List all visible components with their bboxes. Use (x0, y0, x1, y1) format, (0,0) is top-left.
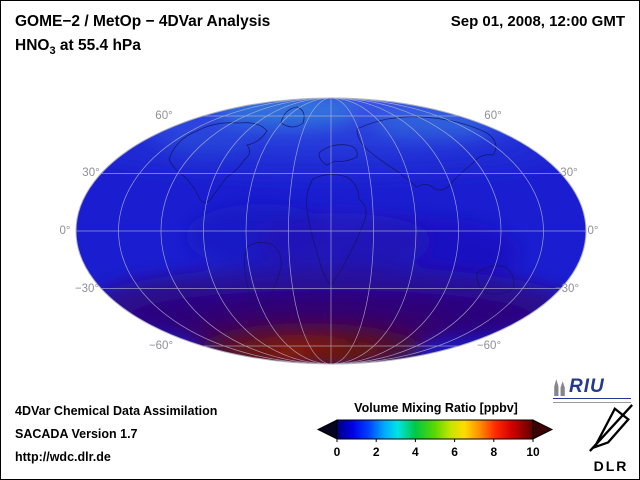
coastlines (168, 106, 515, 310)
coast-asia (356, 116, 497, 191)
footer-url[interactable]: http://wdc.dlr.de (15, 450, 111, 464)
riu-logo: RIU (553, 377, 633, 403)
lat-label-right-30n: 30° (560, 167, 578, 179)
plot-title: GOME−2 / MetOp − 4DVar Analysis (15, 13, 271, 30)
lat-label-right-30s: −30° (554, 283, 580, 295)
map-field (76, 98, 586, 364)
tick-2: 2 (372, 445, 380, 459)
coast-greenland (280, 106, 305, 128)
coast-africa (306, 174, 367, 286)
timestamp: Sep 01, 2008, 12:00 GMT (450, 13, 625, 30)
colorbar-over-arrow (532, 419, 554, 440)
lat-label-left-0: 0° (59, 225, 71, 237)
colorbar-tick-marks (336, 439, 534, 442)
coast-south-america (243, 242, 282, 310)
lat-label-left-60n: 60° (155, 110, 173, 122)
species-subscript: 3 (49, 45, 56, 58)
tick-10: 10 (526, 445, 540, 459)
lat-label-right-0: 0° (587, 225, 599, 237)
lat-label-right-60n: 60° (484, 110, 502, 122)
colorbar-under-arrow (316, 419, 338, 440)
footer-assimilation: 4DVar Chemical Data Assimilation (15, 404, 218, 418)
map-outline (75, 97, 587, 365)
coast-north-america (168, 122, 268, 203)
colorbar (316, 419, 554, 442)
tick-8: 8 (490, 445, 498, 459)
dlr-logo-icon (588, 404, 634, 452)
lat-label-left-30n: 30° (82, 167, 100, 179)
tick-4: 4 (412, 445, 419, 459)
coast-australia (476, 265, 515, 295)
species-name: HNO (15, 37, 50, 54)
lat-label-left-60s: −60° (148, 340, 174, 352)
tick-6: 6 (451, 445, 458, 459)
riu-cathedral-icon (554, 379, 565, 396)
lat-label-left-30s: −30° (74, 283, 100, 295)
pressure-level: at 55.4 hPa (55, 37, 141, 54)
riu-logo-rule (553, 398, 631, 403)
footer-version: SACADA Version 1.7 (15, 427, 138, 441)
riu-logo-text: RIU (569, 376, 605, 397)
coast-europe (318, 144, 358, 166)
dlr-logo-text: DLR (593, 458, 629, 474)
colorbar-tick-labels: 0 2 4 6 8 10 (311, 445, 561, 459)
colorbar-title: Volume Mixing Ratio [ppbv] (354, 401, 518, 415)
tick-0: 0 (333, 445, 341, 459)
dlr-logo: DLR (585, 403, 637, 474)
lat-label-right-60s: −60° (476, 340, 502, 352)
plot-subtitle: HNO3 at 55.4 hPa (15, 37, 141, 57)
colorbar-gradient-bar (336, 419, 534, 440)
